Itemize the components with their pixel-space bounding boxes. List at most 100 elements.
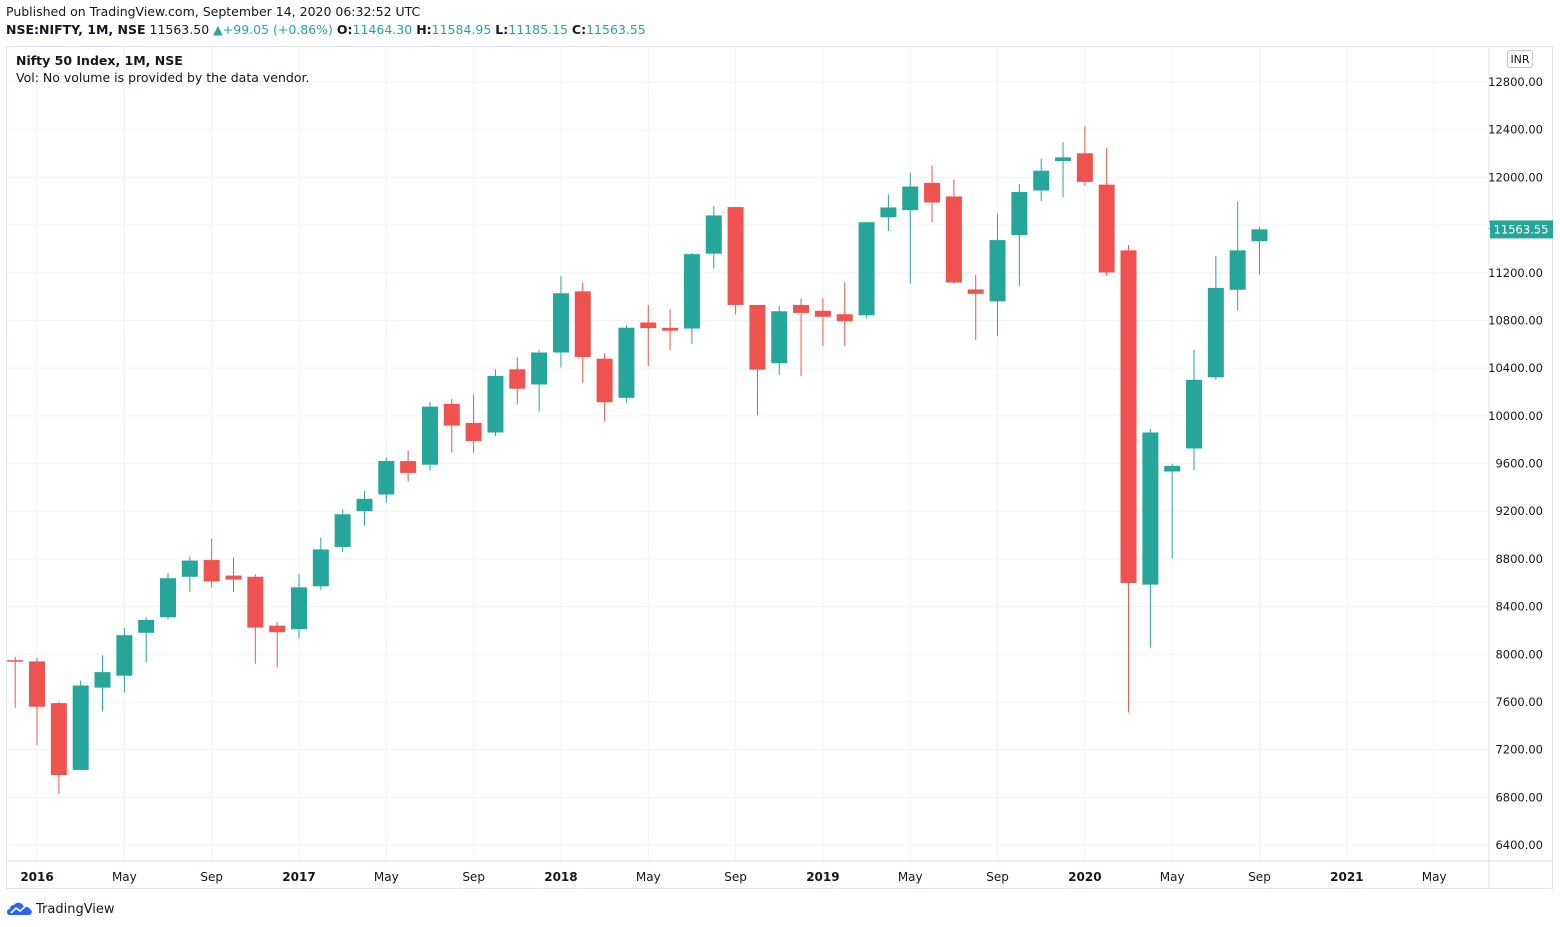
open-value: 11464.30	[352, 22, 413, 37]
candle-body	[116, 635, 133, 676]
candle-body	[1186, 379, 1203, 449]
y-tick-label: 7600.00	[1495, 695, 1543, 709]
x-tick-label: Sep	[724, 870, 747, 884]
candle-body	[487, 375, 504, 433]
candle-body	[356, 498, 373, 512]
x-tick-label: 2019	[806, 870, 839, 884]
close-label: C:	[571, 22, 587, 37]
candle-body	[421, 406, 438, 465]
candle-body	[705, 215, 722, 254]
high-value: 11584.95	[431, 22, 492, 37]
high-label: H:	[416, 22, 432, 37]
candle-body	[618, 327, 635, 398]
candle-body	[1207, 287, 1224, 378]
candle-body	[1076, 153, 1093, 182]
x-tick-label: 2018	[544, 870, 577, 884]
candle-body	[574, 291, 591, 358]
y-tick-label: 8400.00	[1495, 600, 1543, 614]
x-tick-label: May	[636, 870, 661, 884]
candle-body	[94, 672, 111, 688]
x-tick-label: May	[374, 870, 399, 884]
y-tick-label: 6800.00	[1495, 790, 1543, 804]
candle-body	[1142, 432, 1159, 585]
candle-body	[662, 327, 679, 331]
candle-body	[334, 514, 351, 547]
candle-body	[443, 403, 460, 426]
candle-body	[29, 661, 46, 707]
chart-frame[interactable]	[6, 46, 1553, 889]
candle-body	[771, 311, 788, 364]
x-tick-label: May	[898, 870, 923, 884]
candle-body	[945, 196, 962, 283]
candle-body	[203, 560, 220, 582]
quote-line: NSE:NIFTY, 1M, NSE 11563.50 ▲+99.05 (+0.…	[6, 22, 646, 37]
y-tick-label: 9200.00	[1495, 504, 1543, 518]
candle-body	[967, 289, 984, 294]
candle-body	[7, 660, 24, 662]
x-tick-label: May	[1422, 870, 1447, 884]
candle-body	[72, 685, 89, 770]
candle-body	[138, 619, 155, 633]
x-tick-label: Sep	[200, 870, 223, 884]
x-tick-label: 2016	[20, 870, 53, 884]
candle-body	[50, 703, 67, 776]
y-tick-label: 12000.00	[1488, 170, 1543, 184]
candle-body	[247, 576, 264, 628]
published-note: Published on TradingView.com, September …	[6, 4, 421, 19]
last-price-marker	[1490, 220, 1553, 239]
x-tick-label: 2021	[1330, 870, 1363, 884]
candle-body	[1055, 157, 1072, 162]
low-label: L:	[495, 22, 509, 37]
last-price: 11563.50	[149, 22, 210, 37]
candle-body	[1011, 192, 1028, 236]
symbol-label: NSE:NIFTY, 1M, NSE	[6, 22, 146, 37]
x-tick-label: May	[112, 870, 137, 884]
candle-body	[509, 369, 526, 389]
y-tick-label: 8800.00	[1495, 552, 1543, 566]
candle-body	[1120, 250, 1137, 583]
volume-note: Vol: No volume is provided by the data v…	[16, 70, 310, 85]
candle-body	[225, 575, 242, 580]
candle-body	[552, 293, 569, 353]
candle-body	[902, 186, 919, 211]
candle-body	[596, 358, 613, 403]
candle-body	[160, 578, 177, 618]
y-tick-label: 9600.00	[1495, 457, 1543, 471]
candle-body	[1229, 250, 1246, 290]
candle-body	[836, 314, 853, 322]
candle-body	[924, 182, 941, 203]
candle-body	[727, 207, 744, 305]
candle-body	[378, 460, 395, 495]
candle-body	[1033, 170, 1050, 191]
y-tick-label: 10400.00	[1488, 361, 1543, 375]
y-tick-label: 12800.00	[1488, 75, 1543, 89]
candle-body	[989, 240, 1006, 302]
y-tick-label: 12400.00	[1488, 123, 1543, 137]
x-tick-label: Sep	[1248, 870, 1271, 884]
low-value: 11185.15	[508, 22, 568, 37]
candle-body	[400, 461, 417, 473]
legend-title: Nifty 50 Index, 1M, NSE	[16, 53, 183, 68]
y-tick-label: 10000.00	[1488, 409, 1543, 423]
tradingview-logo[interactable]: TradingView	[7, 900, 115, 918]
candle-body	[749, 304, 766, 370]
candle-body	[531, 352, 548, 385]
currency-selector[interactable]: INR	[1507, 50, 1533, 68]
x-tick-label: Sep	[462, 870, 485, 884]
candle-body	[640, 322, 657, 329]
y-tick-label: 6400.00	[1495, 838, 1543, 852]
last-price-label: 11563.55	[1494, 222, 1549, 236]
candle-body	[1164, 465, 1181, 472]
x-tick-label: 2020	[1068, 870, 1101, 884]
tradingview-brand: TradingView	[36, 901, 115, 917]
candle-body	[793, 304, 810, 313]
y-tick-label: 7200.00	[1495, 743, 1543, 757]
candle-body	[1098, 184, 1115, 273]
y-tick-label: 8000.00	[1495, 647, 1543, 661]
candle-body	[1251, 229, 1268, 242]
candle-body	[683, 254, 700, 329]
y-tick-label: 11200.00	[1488, 266, 1543, 280]
candle-body	[858, 222, 875, 316]
open-label: O:	[336, 22, 353, 37]
